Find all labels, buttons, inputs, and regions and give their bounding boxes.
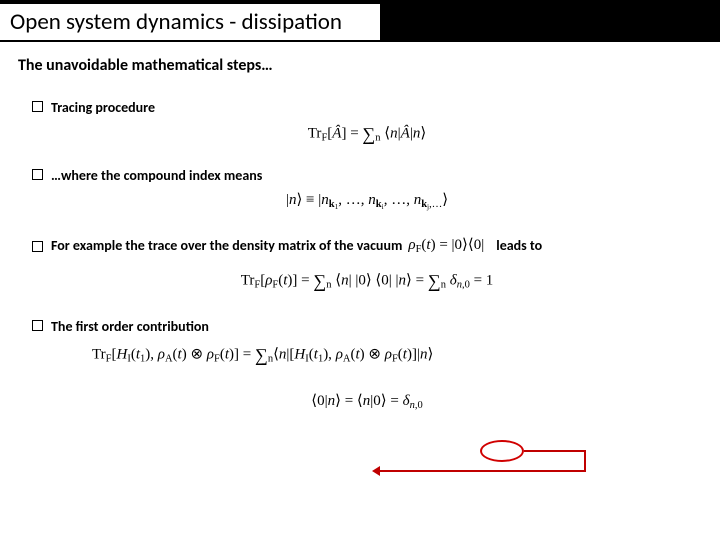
bullet-text-3: For example the trace over the density m… — [51, 237, 402, 254]
annotation-arrow-segment — [524, 450, 586, 452]
formula-3-inline: ρF(t) = |0⟩⟨0| — [408, 235, 484, 255]
subtitle: The unavoidable mathematical steps… — [0, 42, 720, 75]
bullet-text-3-trail: leads to — [496, 237, 542, 254]
checkbox-icon — [32, 101, 43, 112]
checkbox-icon — [32, 169, 43, 180]
bullet-row-1: Tracing procedure — [32, 99, 702, 116]
bullet-row-2: …where the compound index means — [32, 167, 702, 184]
page-title: Open system dynamics - dissipation — [0, 4, 380, 40]
bullet-row-3: For example the trace over the density m… — [32, 235, 702, 255]
formula-2: |n⟩ ≡ |nk1, …, nki, …, nkj,…⟩ — [32, 190, 702, 213]
bullet-text-2: …where the compound index means — [51, 167, 262, 184]
annotation-arrow-segment — [380, 470, 586, 472]
checkbox-icon — [32, 241, 43, 252]
bullet-row-4: The first order contribution — [32, 318, 702, 335]
content-area: Tracing procedure TrF[Â] = ∑n ⟨n|Â|n⟩ …w… — [0, 75, 720, 413]
checkbox-icon — [32, 320, 43, 331]
annotation-arrow-segment — [584, 450, 586, 472]
formula-4a: TrF[HI(t1), ρA(t) ⊗ ρF(t)] = ∑n⟨n|[HI(t1… — [32, 343, 702, 368]
formula-3b: TrF[ρF(t)] = ∑n ⟨n| |0⟩ ⟨0| |n⟩ = ∑n δn,… — [32, 269, 702, 294]
bullet-text-1: Tracing procedure — [51, 99, 155, 116]
annotation-circle — [480, 440, 524, 462]
annotation-arrow-head — [372, 466, 380, 476]
title-bar: Open system dynamics - dissipation — [0, 0, 720, 42]
formula-1: TrF[Â] = ∑n ⟨n|Â|n⟩ — [32, 122, 702, 147]
formula-4b: ⟨0|n⟩ = ⟨n|0⟩ = δn,0 — [32, 391, 702, 414]
bullet-text-4: The first order contribution — [51, 318, 209, 335]
